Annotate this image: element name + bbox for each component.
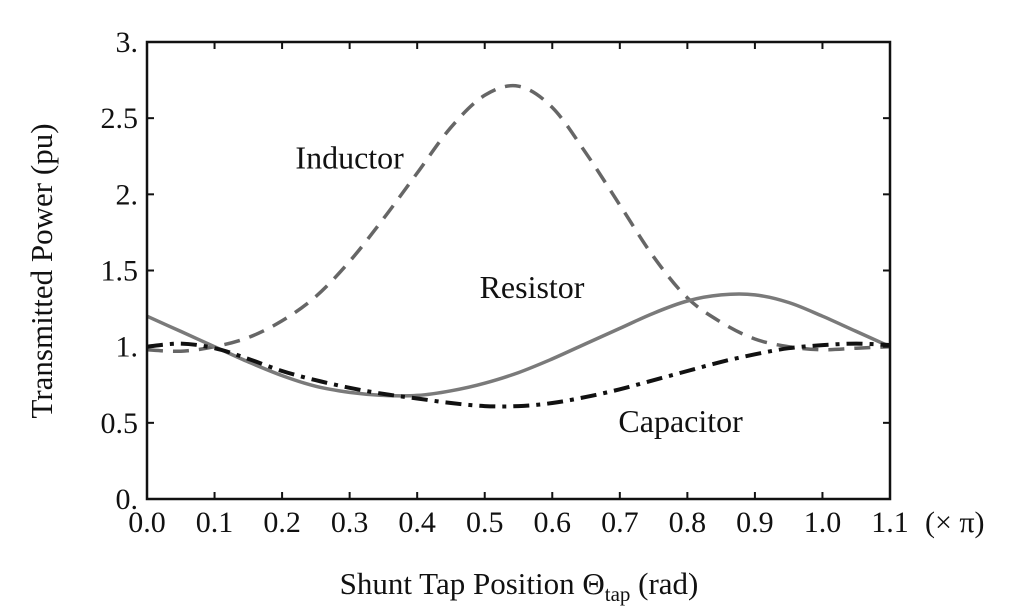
y-axis-tick-labels: 0. 0.5 1. 1.5 2. 2.5 3. <box>101 26 139 516</box>
y-axis-ticks <box>147 41 890 500</box>
x-tick-label: 1.0 <box>804 506 842 539</box>
x-tick-label: 0.0 <box>128 506 166 539</box>
y-tick-label: 1.5 <box>101 255 139 288</box>
inductor-series-line <box>146 83 891 354</box>
x-tick-label: 0.6 <box>534 506 572 539</box>
inductor-label: Inductor <box>295 139 404 175</box>
x-tick-label: 0.9 <box>736 506 774 539</box>
x-tick-label: 0.5 <box>466 506 504 539</box>
y-tick-label: 1. <box>116 331 139 364</box>
y-tick-label: 3. <box>116 26 139 59</box>
x-tick-label: 0.2 <box>263 506 301 539</box>
series-annotations: Inductor Resistor Capacitor <box>295 139 743 439</box>
capacitor-series-line <box>146 341 891 409</box>
resistor-series-line <box>146 292 891 398</box>
x-axis-label-unit: (rad) <box>630 566 698 601</box>
x-tick-label: 0.4 <box>398 506 436 539</box>
x-axis-label-subscript: tap <box>605 582 631 606</box>
x-axis-ticks <box>146 42 891 499</box>
x-axis-label-main: Shunt Tap Position Θ <box>340 566 605 601</box>
x-tick-label: 0.8 <box>669 506 707 539</box>
y-axis-label: Transmitted Power (pu) <box>24 123 59 418</box>
resistor-label: Resistor <box>480 269 585 305</box>
x-tick-label: 1.1 <box>871 506 909 539</box>
x-axis-tick-labels: 0.0 0.1 0.2 0.3 0.4 0.5 0.6 0.7 0.8 0.9 1.0 1.1 <box>128 506 909 539</box>
x-tick-label: 0.3 <box>331 506 369 539</box>
y-tick-label: 2. <box>116 178 139 211</box>
y-tick-label: 0.5 <box>101 407 139 440</box>
y-tick-label: 2.5 <box>101 102 139 135</box>
x-tick-label: 0.1 <box>196 506 234 539</box>
series-layer <box>146 83 891 409</box>
x-axis-label: Shunt Tap Position Θtap (rad) <box>340 566 699 606</box>
x-axis-unit-label: (× π) <box>925 506 985 539</box>
x-tick-label: 0.7 <box>601 506 639 539</box>
y-tick-label: 0. <box>116 483 139 516</box>
capacitor-label: Capacitor <box>618 403 743 439</box>
